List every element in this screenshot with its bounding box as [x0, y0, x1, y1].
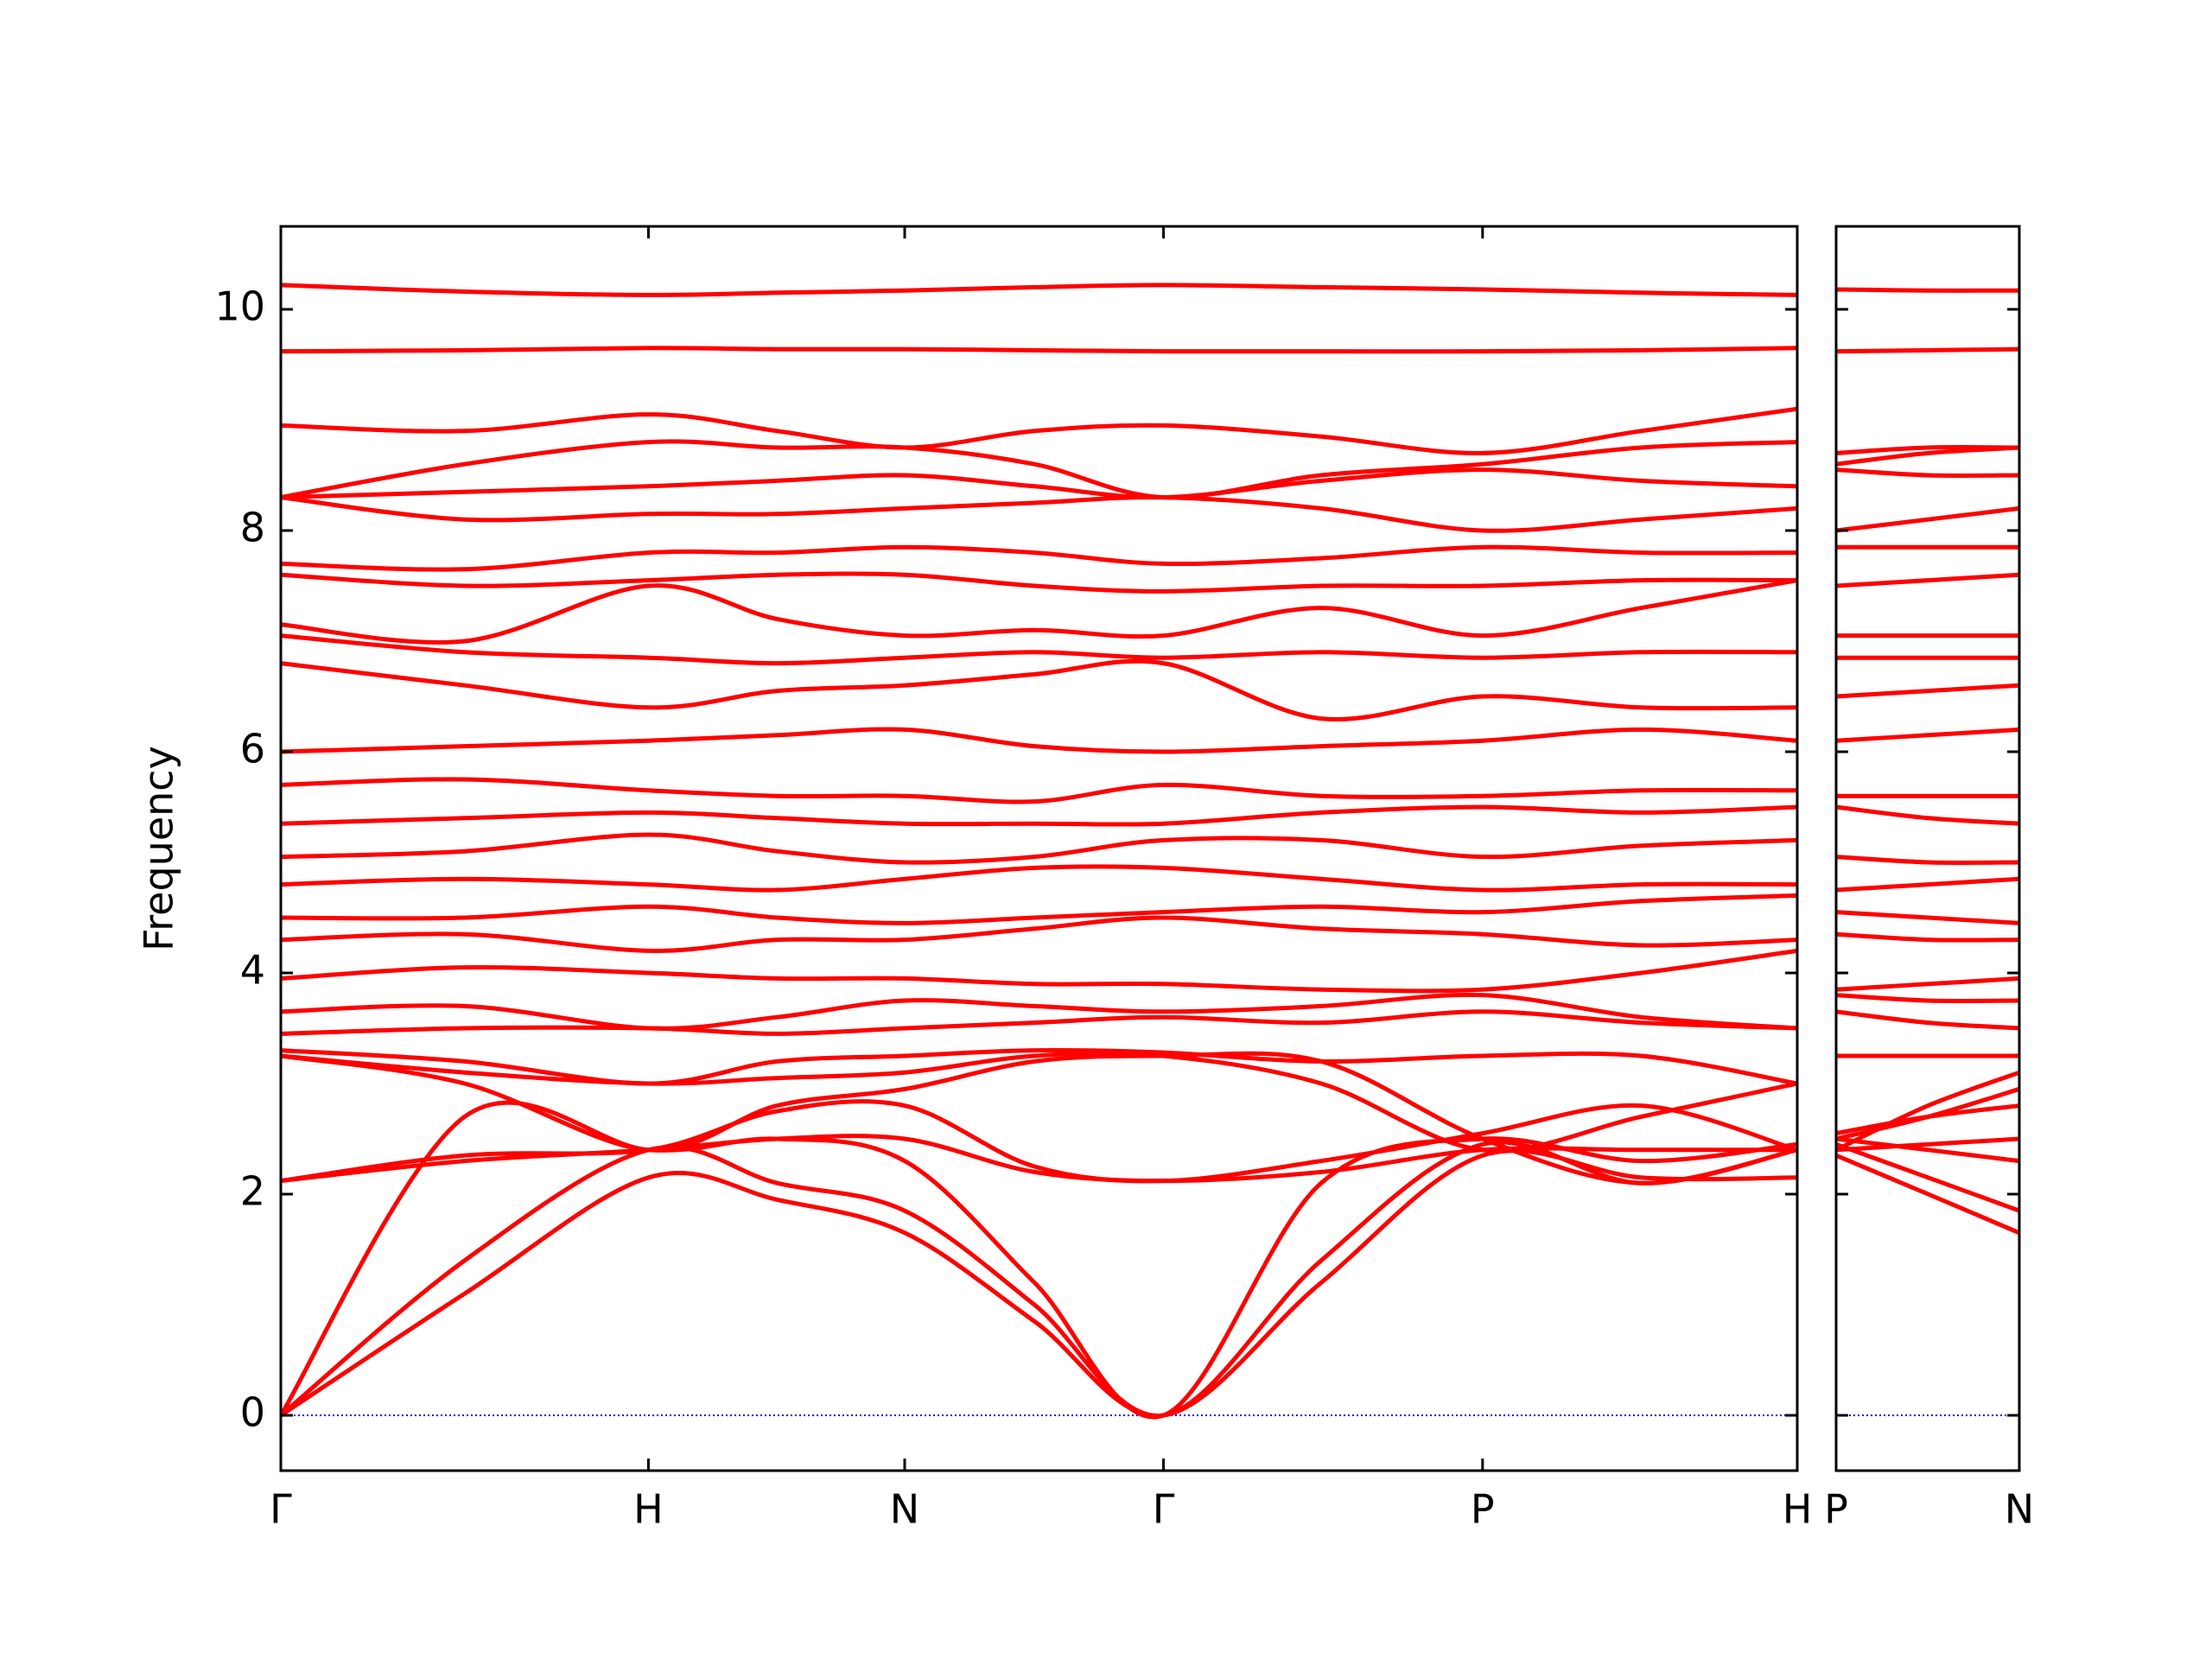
- band-line: [1836, 1142, 2019, 1213]
- x-tick-label: N: [2005, 1486, 2034, 1533]
- band-line: [281, 346, 1797, 354]
- band-line: [281, 1009, 1797, 1036]
- x-tick-label: Γ: [270, 1486, 292, 1533]
- band-line: [281, 804, 1797, 827]
- band-line: [281, 1047, 1797, 1086]
- band-line: [1836, 876, 2019, 893]
- band-line: [281, 1148, 1797, 1418]
- band-line: [1836, 804, 2019, 826]
- band-line: [1836, 855, 2019, 865]
- band-line: [1836, 1103, 2019, 1136]
- band-line: [281, 832, 1797, 865]
- band-line: [281, 633, 1797, 666]
- band-line: [281, 1134, 1797, 1184]
- y-tick-label: 0: [240, 1389, 265, 1436]
- band-line: [1836, 976, 2019, 992]
- band-line: [1836, 993, 2019, 1003]
- band-line: [281, 544, 1797, 572]
- y-axis-label: Frequency: [136, 746, 182, 951]
- band-line: [281, 1051, 1797, 1185]
- y-tick-label: 6: [240, 726, 265, 772]
- band-line: [281, 992, 1797, 1031]
- band-line: [1836, 1009, 2019, 1031]
- band-line: [1836, 1136, 2019, 1153]
- band-line: [281, 893, 1797, 925]
- band-line: [281, 915, 1797, 953]
- band-line: [1836, 1153, 2019, 1236]
- plot-area: [281, 283, 1797, 1420]
- x-tick-label: P: [1824, 1486, 1848, 1533]
- band-line: [1836, 1087, 2019, 1141]
- band-line: [1836, 572, 2019, 588]
- x-tick-label: P: [1471, 1486, 1495, 1533]
- band-line: [281, 406, 1797, 455]
- band-line: [281, 283, 1797, 297]
- band-line: [1836, 346, 2019, 354]
- band-line: [281, 1051, 1797, 1154]
- y-tick-label: 8: [240, 505, 265, 551]
- band-line: [281, 1099, 1797, 1184]
- x-tick-label: H: [633, 1486, 664, 1533]
- axes-frame: [1834, 225, 2021, 1472]
- band-line: [281, 948, 1797, 994]
- axes-frame: [279, 225, 1799, 1472]
- band-line: [281, 578, 1797, 645]
- band-line: [281, 658, 1797, 721]
- band-line: [281, 571, 1797, 594]
- band-line: [281, 777, 1797, 804]
- band-line: [1836, 931, 2019, 943]
- band-line: [1836, 287, 2019, 293]
- band-line: [1836, 1070, 2019, 1153]
- band-line: [1836, 727, 2019, 743]
- band-line: [1836, 445, 2019, 455]
- band-line: [281, 439, 1797, 500]
- band-line: [281, 467, 1797, 500]
- band-line: [281, 727, 1797, 754]
- y-tick-label: 4: [240, 947, 265, 994]
- band-line: [281, 864, 1797, 893]
- plot-area: [1836, 287, 2019, 1416]
- y-tick-label: 10: [214, 283, 265, 330]
- band-line: [281, 1140, 1797, 1418]
- band-line: [1836, 505, 2019, 533]
- x-tick-label: Γ: [1153, 1486, 1175, 1533]
- band-line: [281, 494, 1797, 533]
- y-tick-label: 2: [240, 1168, 265, 1215]
- x-tick-label: N: [890, 1486, 919, 1533]
- band-line: [1836, 467, 2019, 478]
- band-line: [1836, 683, 2019, 699]
- band-line: [1836, 910, 2019, 925]
- x-tick-label: H: [1783, 1486, 1813, 1533]
